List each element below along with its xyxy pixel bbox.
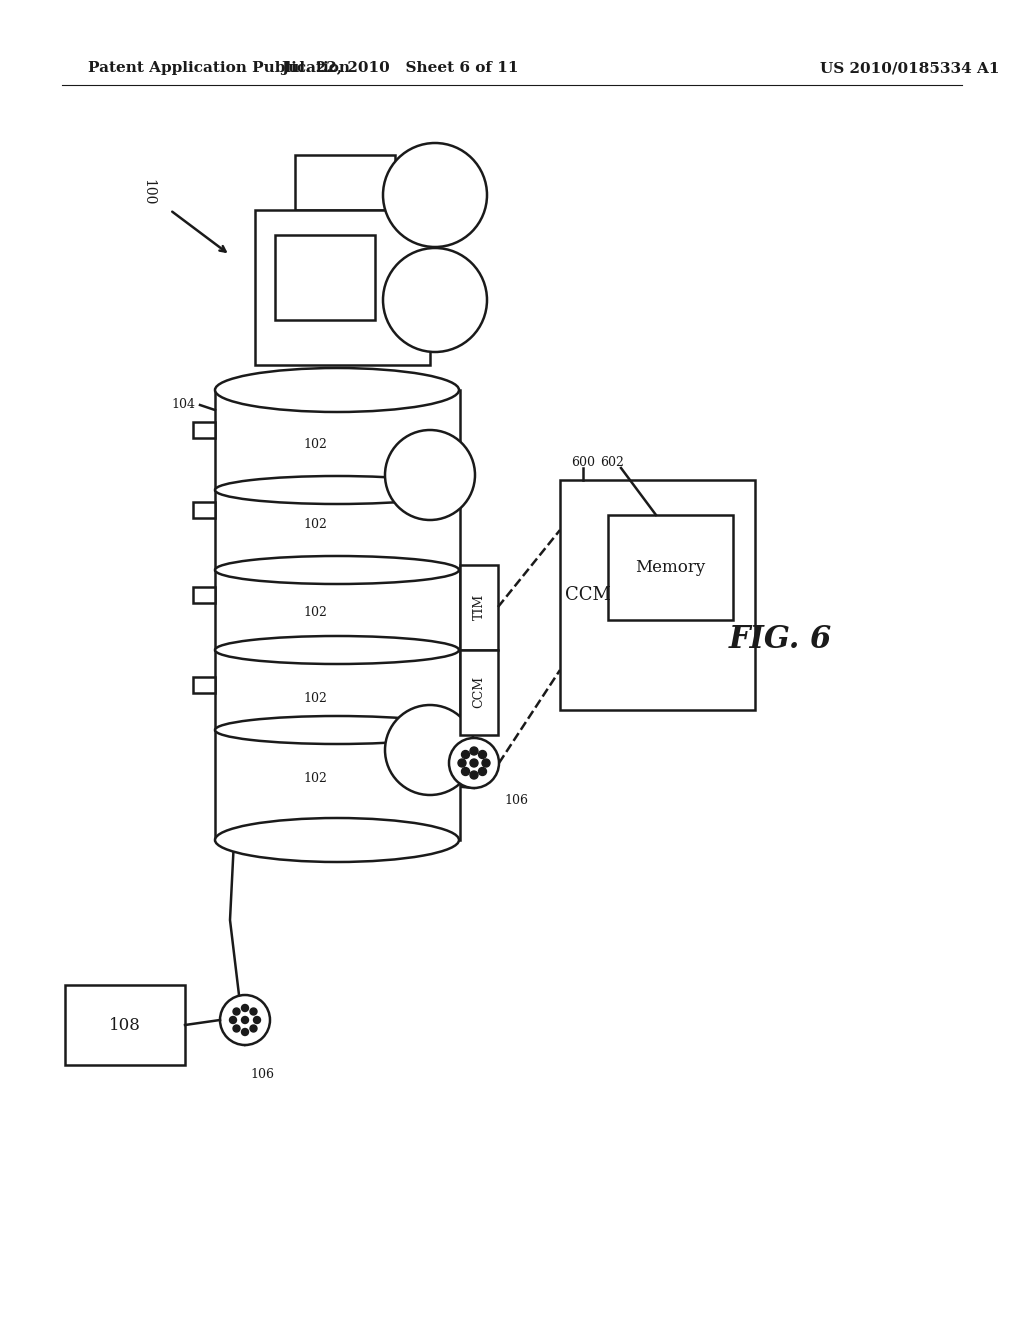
Circle shape [462, 751, 470, 759]
Circle shape [242, 1016, 249, 1023]
Circle shape [470, 771, 478, 779]
Circle shape [233, 1008, 240, 1015]
Circle shape [233, 1026, 240, 1032]
Text: 106: 106 [250, 1068, 274, 1081]
Ellipse shape [385, 705, 475, 795]
Bar [193, 587, 215, 603]
Ellipse shape [215, 818, 459, 862]
Bar [460, 649, 498, 735]
Circle shape [462, 767, 470, 775]
Text: CCM: CCM [565, 586, 611, 605]
Bar [215, 389, 460, 840]
Circle shape [478, 751, 486, 759]
Bar [275, 235, 375, 319]
Circle shape [254, 1016, 260, 1023]
Ellipse shape [215, 368, 459, 412]
Text: 102: 102 [303, 692, 327, 705]
Text: TIM: TIM [472, 594, 485, 620]
Circle shape [470, 747, 478, 755]
Text: Jul. 22, 2010   Sheet 6 of 11: Jul. 22, 2010 Sheet 6 of 11 [282, 61, 519, 75]
Text: Memory: Memory [635, 558, 706, 576]
Text: US 2010/0185334 A1: US 2010/0185334 A1 [820, 61, 999, 75]
Circle shape [250, 1026, 257, 1032]
Text: 104: 104 [171, 399, 195, 412]
Ellipse shape [215, 556, 459, 583]
Bar [193, 502, 215, 517]
Ellipse shape [383, 143, 487, 247]
Bar [193, 677, 215, 693]
Text: 100: 100 [141, 178, 155, 205]
Text: 108: 108 [110, 1016, 141, 1034]
Circle shape [478, 767, 486, 775]
Bar [193, 422, 215, 438]
Text: 102: 102 [303, 771, 327, 784]
Circle shape [250, 1008, 257, 1015]
Bar [560, 480, 755, 710]
Ellipse shape [220, 995, 270, 1045]
Circle shape [458, 759, 466, 767]
Circle shape [242, 1005, 249, 1011]
Circle shape [482, 759, 490, 767]
Text: 106: 106 [504, 795, 528, 808]
Text: 102: 102 [303, 606, 327, 619]
Text: CCM: CCM [472, 676, 485, 708]
Ellipse shape [215, 715, 459, 744]
Bar [608, 515, 733, 620]
Ellipse shape [215, 636, 459, 664]
Bar [65, 985, 185, 1065]
Circle shape [470, 759, 478, 767]
Ellipse shape [385, 430, 475, 520]
Text: 102: 102 [303, 519, 327, 532]
Ellipse shape [215, 477, 459, 504]
Text: 602: 602 [600, 455, 624, 469]
Ellipse shape [449, 738, 499, 788]
Text: 600: 600 [571, 455, 595, 469]
Circle shape [229, 1016, 237, 1023]
Circle shape [242, 1028, 249, 1035]
Bar [460, 565, 498, 649]
Bar [255, 210, 430, 366]
Text: Patent Application Publication: Patent Application Publication [88, 61, 350, 75]
Text: FIG. 6: FIG. 6 [728, 624, 831, 656]
Ellipse shape [383, 248, 487, 352]
Text: 102: 102 [303, 438, 327, 451]
Bar [295, 154, 395, 210]
